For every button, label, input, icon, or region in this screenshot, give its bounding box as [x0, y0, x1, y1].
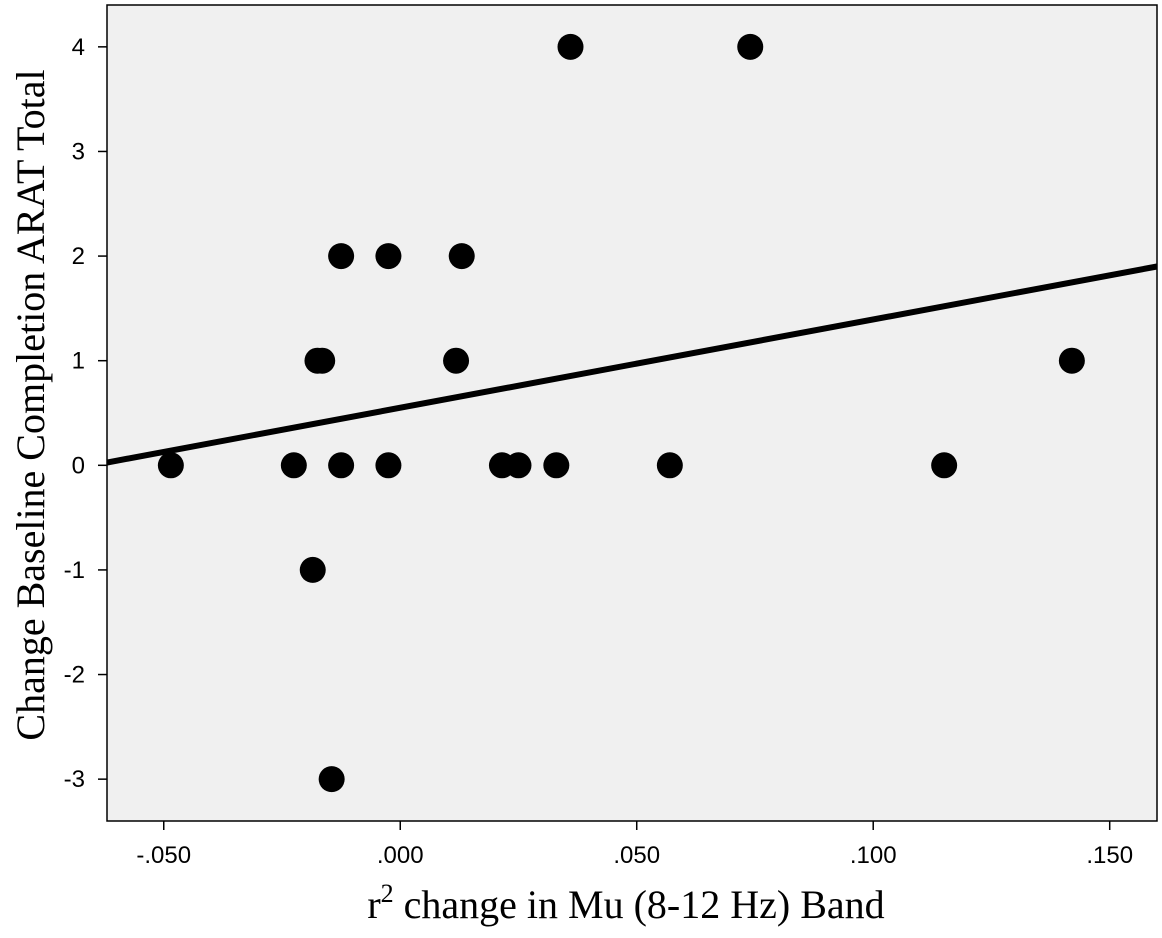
y-tick-label: -1 — [64, 557, 85, 584]
data-point — [557, 33, 584, 60]
y-tick-label: -3 — [64, 766, 85, 793]
plot-area — [106, 4, 1158, 822]
x-tick-label: -.050 — [136, 842, 191, 869]
data-point — [448, 243, 475, 270]
data-point — [656, 452, 683, 479]
x-axis: -.050 .000 .050 .100 .150 — [136, 821, 1133, 869]
x-tick-label: .050 — [613, 842, 660, 869]
x-tick-label: .100 — [850, 842, 897, 869]
data-point — [328, 452, 355, 479]
data-point — [737, 33, 764, 60]
y-tick-label: 0 — [72, 452, 85, 479]
data-points — [157, 33, 1085, 793]
y-axis-title: Change Baseline Completion ARAT Total — [8, 69, 53, 740]
y-axis: -3 -2 -1 0 1 2 3 4 — [64, 34, 107, 793]
data-point — [375, 243, 402, 270]
data-point — [157, 452, 184, 479]
y-tick-label: 2 — [72, 243, 85, 270]
data-point — [443, 347, 470, 374]
data-point — [318, 766, 345, 793]
data-point — [543, 452, 570, 479]
y-tick-label: 1 — [72, 348, 85, 375]
data-point — [280, 452, 307, 479]
y-tick-label: 3 — [72, 138, 85, 165]
data-point — [505, 452, 532, 479]
data-point — [375, 452, 402, 479]
data-point — [309, 347, 336, 374]
y-tick-label: -2 — [64, 662, 85, 689]
data-point — [1058, 347, 1085, 374]
x-axis-title-superscript: 2 — [381, 879, 394, 908]
x-axis-title: r2 change in Mu (8-12 Hz) Band — [367, 879, 884, 927]
data-point — [931, 452, 958, 479]
fit-line — [106, 263, 1158, 466]
data-point — [328, 243, 355, 270]
y-tick-label: 4 — [72, 34, 85, 61]
data-point — [299, 556, 326, 583]
x-tick-label: .000 — [377, 842, 424, 869]
x-axis-title-text: change in Mu (8-12 Hz) Band — [404, 882, 885, 927]
x-tick-label: .150 — [1086, 842, 1133, 869]
x-axis-title-prefix: r — [367, 882, 380, 927]
